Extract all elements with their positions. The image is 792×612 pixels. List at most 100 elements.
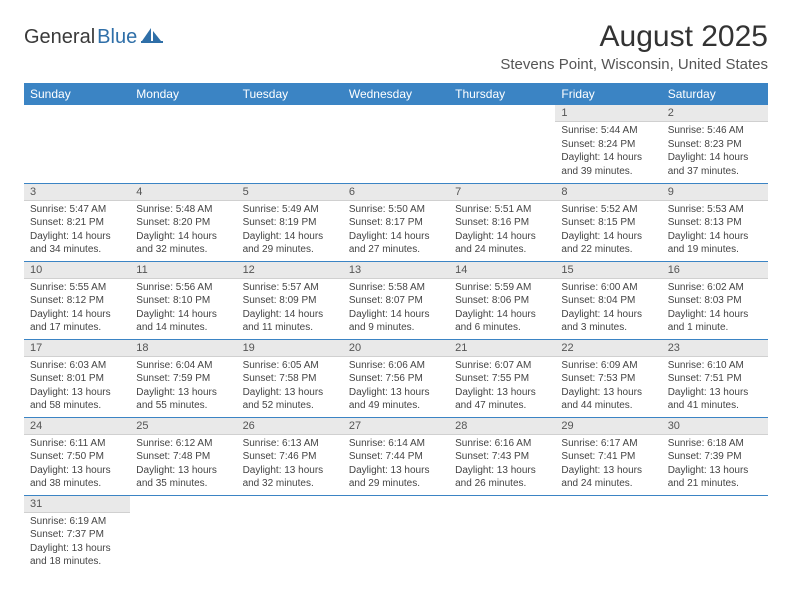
weekday-header-row: SundayMondayTuesdayWednesdayThursdayFrid… [24,83,768,105]
calendar-cell: 28Sunrise: 6:16 AMSunset: 7:43 PMDayligh… [449,417,555,495]
calendar-row: 31Sunrise: 6:19 AMSunset: 7:37 PMDayligh… [24,495,768,573]
day-details: Sunrise: 6:13 AMSunset: 7:46 PMDaylight:… [237,435,343,495]
day-number: 9 [662,184,768,201]
weekday-header: Wednesday [343,83,449,105]
calendar-cell [449,105,555,183]
calendar-cell: 14Sunrise: 5:59 AMSunset: 8:06 PMDayligh… [449,261,555,339]
day-number: 8 [555,184,661,201]
calendar-cell: 24Sunrise: 6:11 AMSunset: 7:50 PMDayligh… [24,417,130,495]
day-details: Sunrise: 6:12 AMSunset: 7:48 PMDaylight:… [130,435,236,495]
calendar-cell: 3Sunrise: 5:47 AMSunset: 8:21 PMDaylight… [24,183,130,261]
day-details: Sunrise: 5:59 AMSunset: 8:06 PMDaylight:… [449,279,555,339]
day-number: 18 [130,340,236,357]
day-details: Sunrise: 5:51 AMSunset: 8:16 PMDaylight:… [449,201,555,261]
calendar-cell: 11Sunrise: 5:56 AMSunset: 8:10 PMDayligh… [130,261,236,339]
day-number: 6 [343,184,449,201]
calendar-cell: 13Sunrise: 5:58 AMSunset: 8:07 PMDayligh… [343,261,449,339]
logo-text-general: General [24,26,95,49]
day-number: 16 [662,262,768,279]
calendar-cell: 9Sunrise: 5:53 AMSunset: 8:13 PMDaylight… [662,183,768,261]
day-number: 14 [449,262,555,279]
day-details: Sunrise: 6:07 AMSunset: 7:55 PMDaylight:… [449,357,555,417]
day-number: 27 [343,418,449,435]
calendar-cell: 8Sunrise: 5:52 AMSunset: 8:15 PMDaylight… [555,183,661,261]
day-details: Sunrise: 6:00 AMSunset: 8:04 PMDaylight:… [555,279,661,339]
day-number: 30 [662,418,768,435]
weekday-header: Tuesday [237,83,343,105]
day-number: 4 [130,184,236,201]
day-details: Sunrise: 6:17 AMSunset: 7:41 PMDaylight:… [555,435,661,495]
day-details: Sunrise: 5:53 AMSunset: 8:13 PMDaylight:… [662,201,768,261]
day-details: Sunrise: 6:10 AMSunset: 7:51 PMDaylight:… [662,357,768,417]
logo-text-blue: Blue [97,26,137,49]
day-number: 26 [237,418,343,435]
title-block: August 2025 Stevens Point, Wisconsin, Un… [500,20,768,73]
weekday-header: Thursday [449,83,555,105]
day-number: 19 [237,340,343,357]
day-number: 10 [24,262,130,279]
calendar-cell: 27Sunrise: 6:14 AMSunset: 7:44 PMDayligh… [343,417,449,495]
day-details: Sunrise: 6:19 AMSunset: 7:37 PMDaylight:… [24,513,130,573]
calendar-row: 1Sunrise: 5:44 AMSunset: 8:24 PMDaylight… [24,105,768,183]
day-details: Sunrise: 6:03 AMSunset: 8:01 PMDaylight:… [24,357,130,417]
logo: GeneralBlue [24,26,163,49]
calendar-cell: 29Sunrise: 6:17 AMSunset: 7:41 PMDayligh… [555,417,661,495]
calendar-cell [237,105,343,183]
calendar-cell: 2Sunrise: 5:46 AMSunset: 8:23 PMDaylight… [662,105,768,183]
day-number: 28 [449,418,555,435]
day-details: Sunrise: 6:02 AMSunset: 8:03 PMDaylight:… [662,279,768,339]
day-number: 13 [343,262,449,279]
calendar-row: 17Sunrise: 6:03 AMSunset: 8:01 PMDayligh… [24,339,768,417]
day-details: Sunrise: 5:50 AMSunset: 8:17 PMDaylight:… [343,201,449,261]
calendar-cell [130,105,236,183]
calendar-cell: 17Sunrise: 6:03 AMSunset: 8:01 PMDayligh… [24,339,130,417]
day-details: Sunrise: 6:18 AMSunset: 7:39 PMDaylight:… [662,435,768,495]
day-details: Sunrise: 5:52 AMSunset: 8:15 PMDaylight:… [555,201,661,261]
day-number: 12 [237,262,343,279]
calendar-row: 3Sunrise: 5:47 AMSunset: 8:21 PMDaylight… [24,183,768,261]
logo-sail-icon [141,26,163,49]
calendar-cell: 5Sunrise: 5:49 AMSunset: 8:19 PMDaylight… [237,183,343,261]
day-details: Sunrise: 5:56 AMSunset: 8:10 PMDaylight:… [130,279,236,339]
calendar-cell: 31Sunrise: 6:19 AMSunset: 7:37 PMDayligh… [24,495,130,573]
day-number: 2 [662,105,768,122]
calendar-cell: 19Sunrise: 6:05 AMSunset: 7:58 PMDayligh… [237,339,343,417]
calendar-cell [237,495,343,573]
calendar-cell [130,495,236,573]
calendar-cell [24,105,130,183]
day-details: Sunrise: 6:04 AMSunset: 7:59 PMDaylight:… [130,357,236,417]
calendar-cell: 1Sunrise: 5:44 AMSunset: 8:24 PMDaylight… [555,105,661,183]
header: GeneralBlue August 2025 Stevens Point, W… [24,20,768,73]
day-details: Sunrise: 6:16 AMSunset: 7:43 PMDaylight:… [449,435,555,495]
day-details: Sunrise: 5:44 AMSunset: 8:24 PMDaylight:… [555,122,661,182]
calendar-cell: 26Sunrise: 6:13 AMSunset: 7:46 PMDayligh… [237,417,343,495]
calendar-cell: 22Sunrise: 6:09 AMSunset: 7:53 PMDayligh… [555,339,661,417]
calendar-cell: 18Sunrise: 6:04 AMSunset: 7:59 PMDayligh… [130,339,236,417]
calendar-cell [555,495,661,573]
day-number: 3 [24,184,130,201]
calendar-cell: 15Sunrise: 6:00 AMSunset: 8:04 PMDayligh… [555,261,661,339]
calendar-cell [449,495,555,573]
day-details: Sunrise: 5:55 AMSunset: 8:12 PMDaylight:… [24,279,130,339]
day-number: 15 [555,262,661,279]
calendar-cell: 21Sunrise: 6:07 AMSunset: 7:55 PMDayligh… [449,339,555,417]
calendar-cell: 20Sunrise: 6:06 AMSunset: 7:56 PMDayligh… [343,339,449,417]
day-number: 1 [555,105,661,122]
day-number: 5 [237,184,343,201]
day-details: Sunrise: 5:48 AMSunset: 8:20 PMDaylight:… [130,201,236,261]
month-title: August 2025 [500,20,768,54]
day-number: 25 [130,418,236,435]
day-details: Sunrise: 6:14 AMSunset: 7:44 PMDaylight:… [343,435,449,495]
day-number: 29 [555,418,661,435]
day-details: Sunrise: 6:09 AMSunset: 7:53 PMDaylight:… [555,357,661,417]
calendar-cell [662,495,768,573]
day-number: 20 [343,340,449,357]
day-number: 11 [130,262,236,279]
day-details: Sunrise: 5:46 AMSunset: 8:23 PMDaylight:… [662,122,768,182]
calendar-cell: 30Sunrise: 6:18 AMSunset: 7:39 PMDayligh… [662,417,768,495]
weekday-header: Monday [130,83,236,105]
calendar-cell: 12Sunrise: 5:57 AMSunset: 8:09 PMDayligh… [237,261,343,339]
calendar-row: 24Sunrise: 6:11 AMSunset: 7:50 PMDayligh… [24,417,768,495]
calendar-cell: 7Sunrise: 5:51 AMSunset: 8:16 PMDaylight… [449,183,555,261]
day-number: 17 [24,340,130,357]
